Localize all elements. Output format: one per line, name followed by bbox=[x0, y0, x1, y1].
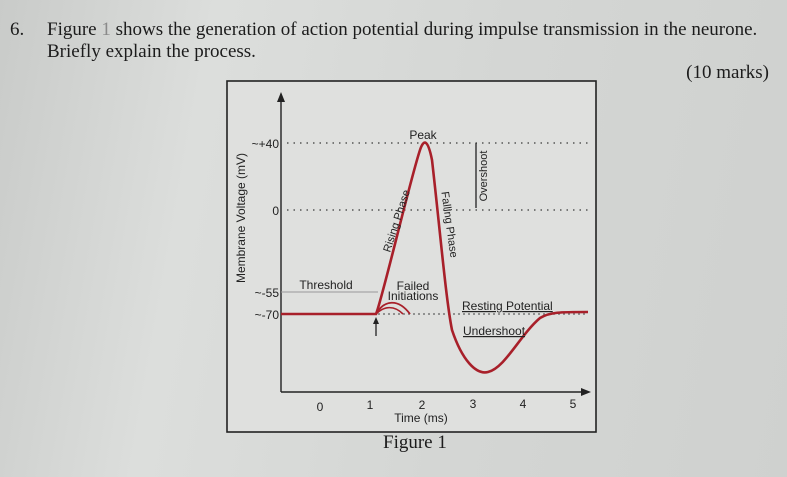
ytick-55: ~-55 bbox=[255, 286, 280, 300]
resting-potential-label: Resting Potential bbox=[462, 299, 553, 313]
ytick-0: 0 bbox=[272, 204, 279, 218]
action-potential-curve bbox=[281, 141, 589, 374]
xtick-5: 5 bbox=[570, 397, 577, 411]
xtick-3: 3 bbox=[470, 397, 477, 411]
failed-initiation-2 bbox=[375, 306, 404, 315]
ytick-40: ~+40 bbox=[252, 137, 280, 151]
text-figure-number: 1 bbox=[101, 19, 111, 40]
threshold-label: Threshold bbox=[299, 278, 352, 292]
question-number: 6. bbox=[10, 19, 25, 40]
xtick-4: 4 bbox=[520, 397, 527, 411]
text-figure: Figure bbox=[47, 19, 97, 40]
xtick-2: 2 bbox=[419, 398, 426, 412]
stimulus-arrow-icon bbox=[373, 317, 379, 324]
initiations-label: Initiations bbox=[388, 289, 439, 303]
text-rest: shows the generation of action potential… bbox=[115, 19, 758, 40]
failed-initiation-1 bbox=[375, 301, 411, 315]
marks-label: (10 marks) bbox=[686, 62, 769, 83]
xtick-0: 0 bbox=[317, 400, 324, 414]
overshoot-label: Overshoot bbox=[478, 151, 490, 202]
x-axis-arrow-icon bbox=[581, 388, 591, 396]
failed-label: Failed bbox=[397, 279, 430, 293]
xtick-1: 1 bbox=[367, 398, 374, 412]
question-text-line2: Briefly explain the process. bbox=[47, 41, 256, 62]
x-axis-label: Time (ms) bbox=[394, 411, 448, 425]
question-text-line1: Figure 1 shows the generation of action … bbox=[47, 19, 757, 41]
ytick-70: ~-70 bbox=[255, 308, 280, 322]
peak-label: Peak bbox=[409, 128, 437, 142]
y-axis-arrow-icon bbox=[277, 92, 285, 102]
y-axis-label: Membrane Voltage (mV) bbox=[234, 153, 248, 283]
undershoot-label: Undershoot bbox=[463, 324, 526, 338]
figure-frame bbox=[226, 80, 597, 433]
figure-caption: Figure 1 bbox=[383, 432, 447, 453]
